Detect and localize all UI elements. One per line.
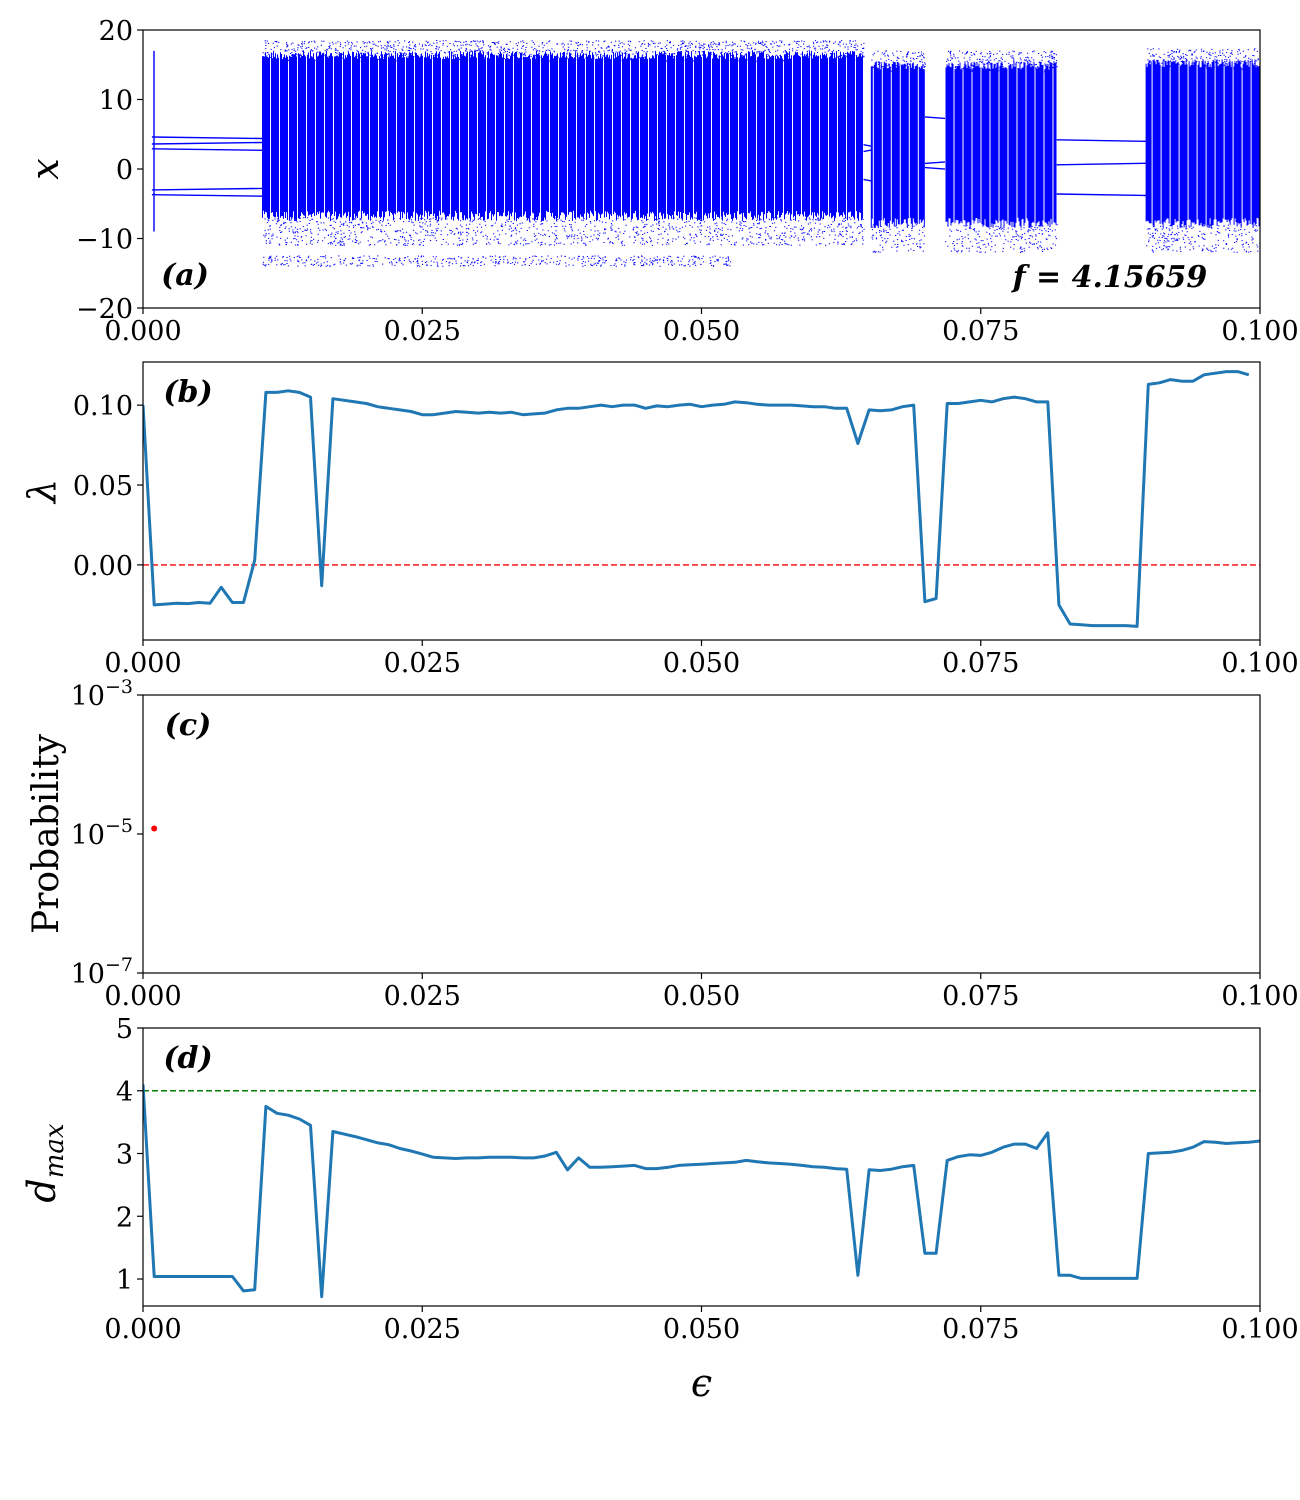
x-tick-label: 0.075 [942,1314,1019,1345]
y-tick-label: 1 [116,1265,133,1296]
y-tick-exponent: −7 [105,954,133,976]
panel-label: (b) [163,375,212,410]
y-tick-label: 3 [116,1140,133,1171]
x-tick-label: 0.050 [663,316,740,347]
x-tick-label: 0.075 [942,648,1019,679]
x-tick-label: 0.075 [942,316,1019,347]
x-tick-label: 0.100 [1221,1314,1298,1345]
y-tick-label: 10 [99,86,133,117]
y-tick-label: 2 [116,1202,133,1233]
panel-label: (c) [165,708,212,743]
y-tick-exponent: −5 [105,815,133,837]
x-tick-label: 0.025 [384,981,461,1012]
x-tick-label: 0.000 [104,316,181,347]
axes-frame [142,694,1261,974]
y-tick-label: −20 [76,294,133,325]
y-tick-label: 0.05 [73,471,133,502]
x-tick-label: 0.025 [384,316,461,347]
panel-c-probability: 0.000 0.025 0.050 0.075 0.10010−710−510−3(c)… [26,676,1299,1012]
series-line [143,370,1250,628]
plot-area [143,370,1260,628]
panel-a-bifurcation-diagram: 0.000 0.025 0.050 0.075 0.100 −20 −10 0 10 20 (a) f… [23,16,1299,347]
axes-frame [142,361,1261,641]
y-tick-label: 0.10 [73,391,133,422]
y-tick-label: −10 [76,225,133,256]
y-tick-label: 10−7 [71,954,133,990]
series-line [143,1084,1260,1299]
y-axis-label: x [23,158,67,179]
x-tick-label: 0.100 [1221,648,1298,679]
axes-frame [142,29,1261,309]
y-tick-exponent: −3 [105,676,133,698]
periodic-branches [151,50,1147,232]
data-point [151,825,158,832]
y-tick-label: 10−3 [71,676,133,712]
y-tick-label: 10−5 [71,815,133,851]
chaotic-bands [262,50,1260,229]
x-tick-label: 0.000 [104,1314,181,1345]
axes-frame [142,1027,1261,1307]
x-tick-label: 0.025 [384,1314,461,1345]
y-axis-label: dmax [20,1123,70,1202]
x-tick-label: 0.050 [663,981,740,1012]
y-axis-label: Probability [26,733,67,934]
y-tick-label: 5 [116,1014,133,1045]
chaotic-fringe-points [262,40,1260,267]
y-tick-label: 0 [116,155,133,186]
bifurcation-points [151,40,1260,267]
y-tick-base: 10 [71,820,105,851]
x-tick-label: 0.075 [942,981,1019,1012]
x-tick-label: 0.100 [1221,981,1298,1012]
panel-b-lyapunov-exponent: 0.000 0.025 0.050 0.075 0.100 0.00 0.05 0.10 (b)… [20,361,1299,679]
y-axis-label-base: d [20,1178,64,1202]
y-tick-base: 10 [71,681,105,712]
x-tick-label: 0.000 [104,981,181,1012]
y-tick-label: 20 [99,16,133,47]
panel-d-dmax: 0.000 0.025 0.050 0.075 0.100 1 2 3 4 5 (d) dmax ϵ [20,1014,1299,1405]
panel-label: (a) [161,258,209,293]
y-axis-label-subscript: max [40,1123,70,1178]
x-tick-label: 0.025 [384,648,461,679]
x-tick-label: 0.100 [1221,316,1298,347]
panel-label: (d) [163,1041,212,1076]
annotation: f = 4.15659 [1011,260,1208,295]
y-tick-base: 10 [71,959,105,990]
x-tick-label: 0.050 [663,648,740,679]
x-axis-label: ϵ [691,1361,712,1405]
x-tick-label: 0.000 [104,648,181,679]
y-axis-label: λ [20,479,64,505]
y-tick-label: 4 [116,1077,133,1108]
x-tick-label: 0.050 [663,1314,740,1345]
plot-area [151,825,158,832]
plot-area [143,1084,1260,1299]
y-tick-label: 0.00 [73,551,133,582]
